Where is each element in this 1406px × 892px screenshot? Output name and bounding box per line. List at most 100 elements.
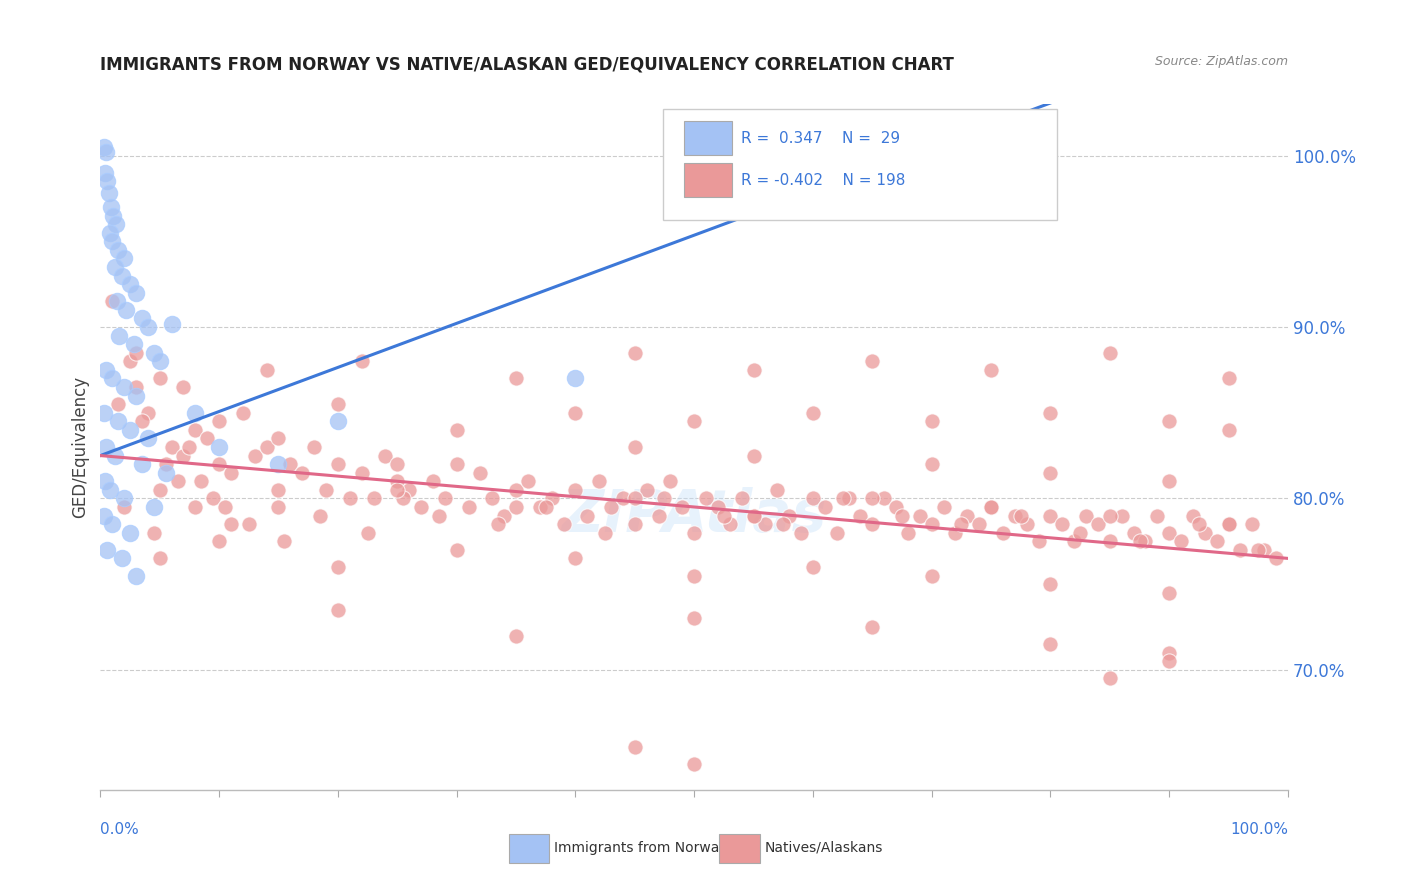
Text: ZIPAtlas: ZIPAtlas [561,487,827,544]
Point [131,414,153,428]
Point [1188,517,1211,532]
Point [921,568,943,582]
Point [564,406,586,420]
Point [195,432,218,446]
Point [742,508,765,523]
Point [243,449,266,463]
Point [112,252,135,266]
Point [647,508,669,523]
Point [101,371,124,385]
Point [1004,508,1026,523]
Point [742,200,765,214]
Point [326,560,349,574]
Point [772,517,794,532]
Point [654,491,676,506]
Point [1128,534,1150,549]
Point [96,542,118,557]
Point [202,491,225,506]
Point [155,457,177,471]
Point [1159,475,1181,489]
Point [97,186,120,201]
Point [256,363,278,377]
Point [208,440,231,454]
Point [891,508,914,523]
Point [256,440,278,454]
Point [149,551,172,566]
Point [387,483,409,497]
Point [505,483,527,497]
Point [600,500,623,514]
Point [149,483,172,497]
Point [564,483,586,497]
Point [136,320,159,334]
Point [623,440,645,454]
Point [446,542,468,557]
Point [125,345,148,359]
Point [107,397,129,411]
Point [457,500,479,514]
Point [267,483,290,497]
Point [112,380,135,394]
Point [422,475,444,489]
Point [1098,534,1121,549]
Point [825,525,848,540]
Point [1218,371,1240,385]
Point [208,457,231,471]
Point [273,534,295,549]
Point [1098,345,1121,359]
Point [122,337,145,351]
Text: 0.0%: 0.0% [100,822,139,838]
Point [1265,551,1288,566]
Point [131,457,153,471]
Point [814,500,837,514]
Point [884,500,907,514]
Point [267,500,290,514]
Point [125,285,148,300]
Point [766,483,789,497]
Point [118,525,141,540]
Point [100,200,122,214]
Point [1170,534,1192,549]
Point [1218,517,1240,532]
Point [136,432,159,446]
Point [219,517,242,532]
Point [125,380,148,394]
Point [1052,517,1074,532]
Point [446,457,468,471]
Point [1194,525,1216,540]
Point [267,432,290,446]
Point [1069,525,1091,540]
Point [623,345,645,359]
Point [387,475,409,489]
Text: IMMIGRANTS FROM NORWAY VS NATIVE/ALASKAN GED/EQUIVALENCY CORRELATION CHART: IMMIGRANTS FROM NORWAY VS NATIVE/ALASKAN… [100,55,955,73]
Point [1015,517,1038,532]
Point [363,491,385,506]
Point [623,491,645,506]
Point [309,508,332,523]
Point [576,508,599,523]
Point [94,475,117,489]
Point [1122,525,1144,540]
Point [1135,534,1157,549]
Point [131,311,153,326]
Point [623,517,645,532]
Point [136,406,159,420]
Point [280,457,302,471]
Point [1039,577,1062,591]
Point [101,294,124,309]
Point [1159,646,1181,660]
Point [291,466,314,480]
Point [1098,672,1121,686]
Point [1159,525,1181,540]
Point [1074,508,1097,523]
Point [108,328,131,343]
Point [93,140,115,154]
Point [1039,508,1062,523]
Point [160,440,183,454]
Point [219,466,242,480]
Point [534,500,557,514]
Point [387,457,409,471]
Point [860,620,883,634]
Point [104,217,127,231]
Point [1241,517,1264,532]
